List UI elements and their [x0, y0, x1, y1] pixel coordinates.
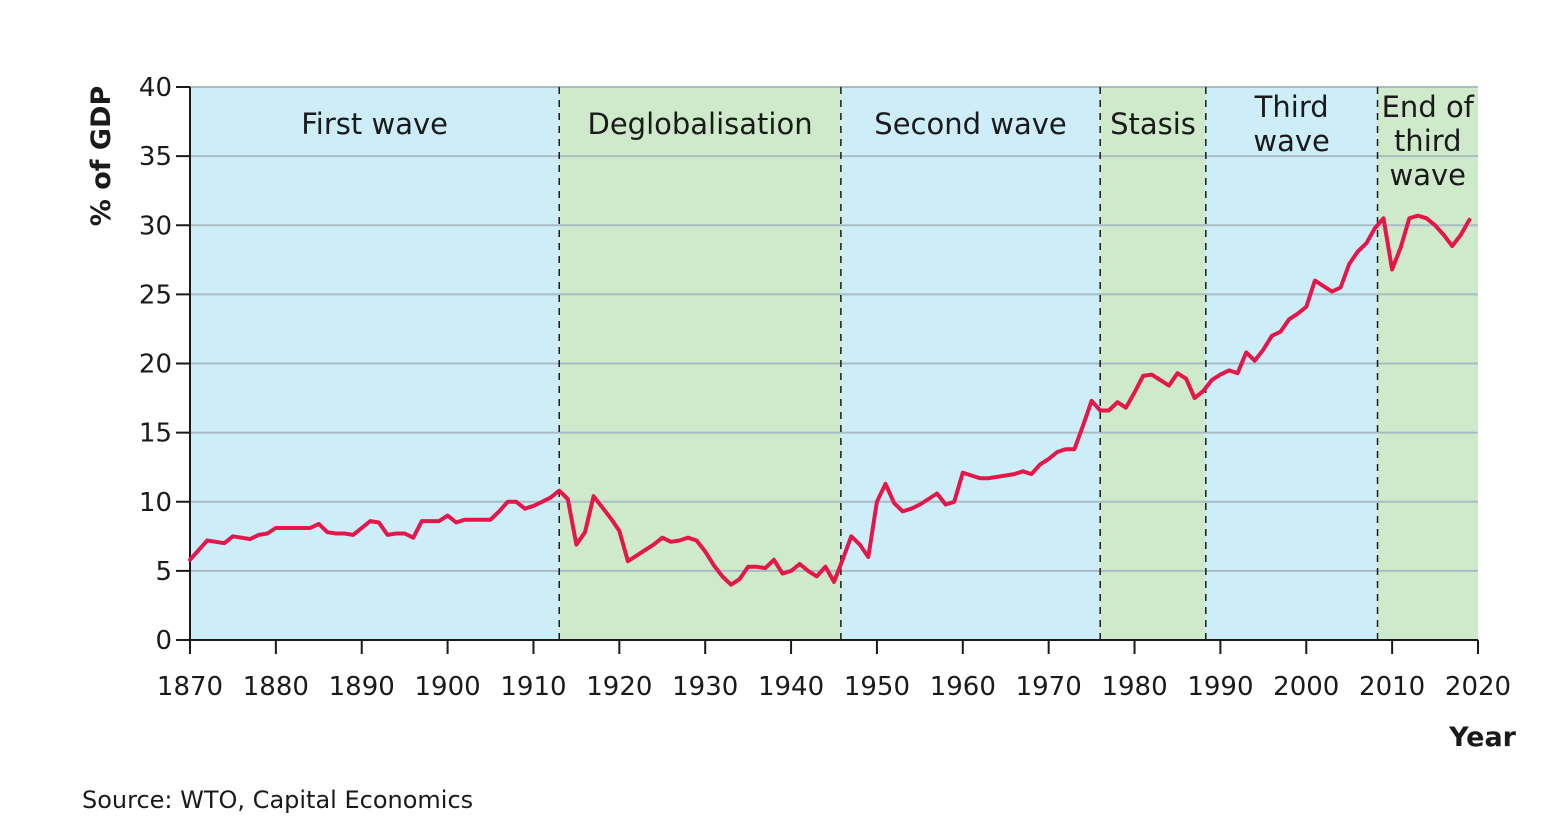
y-tick-label-3: 15: [139, 419, 172, 449]
x-tick-label-11: 1980: [1101, 672, 1167, 702]
era-label-2-0: Second wave: [874, 107, 1066, 141]
era-label-5-2: wave: [1390, 158, 1467, 192]
era-dividers: [558, 87, 1379, 640]
y-axis-title: % of GDP: [86, 86, 117, 227]
y-tick-label-7: 35: [139, 142, 172, 172]
series-line-0: [188, 213, 1472, 587]
era-label-5-0: End of: [1382, 90, 1475, 124]
y-tick-label-0: 0: [155, 626, 172, 656]
x-tick-label-5: 1920: [586, 672, 652, 702]
y-tick-labels: 0 5 10 15 20 25 30 35 40: [139, 73, 172, 656]
x-tick-label-14: 2010: [1359, 672, 1425, 702]
y-tick-label-2: 10: [139, 488, 172, 518]
x-tick-label-8: 1950: [844, 672, 910, 702]
axes: [176, 86, 1479, 654]
x-tick-label-3: 1900: [415, 672, 481, 702]
era-label-4-1: wave: [1253, 124, 1330, 158]
era-label-3-0: Stasis: [1110, 107, 1196, 141]
era-labels: First wave Deglobalisation Second wave Stas…: [301, 90, 1474, 192]
x-tick-label-15: 2020: [1445, 672, 1511, 702]
x-axis-title: Year: [1448, 722, 1517, 753]
x-tick-label-2: 1890: [329, 672, 395, 702]
x-tick-label-13: 2000: [1273, 672, 1339, 702]
x-tick-label-7: 1940: [758, 672, 824, 702]
x-tick-label-12: 1990: [1187, 672, 1253, 702]
x-tick-label-1: 1880: [243, 672, 309, 702]
y-tick-label-1: 5: [155, 557, 172, 587]
gridlines: [190, 86, 1478, 572]
y-tick-label-6: 30: [139, 211, 172, 241]
y-tick-label-5: 25: [139, 280, 172, 310]
era-label-1-0: Deglobalisation: [587, 107, 812, 141]
x-tick-label-9: 1960: [930, 672, 996, 702]
data-series: [188, 213, 1472, 587]
source-note: Source: WTO, Capital Economics: [82, 786, 474, 814]
x-tick-label-4: 1910: [500, 672, 566, 702]
era-label-5-1: third: [1394, 124, 1462, 158]
x-tick-label-10: 1970: [1016, 672, 1082, 702]
y-tick-label-8: 40: [139, 73, 172, 103]
x-tick-label-0: 1870: [157, 672, 223, 702]
y-tick-label-4: 20: [139, 350, 172, 380]
era-label-0-0: First wave: [301, 107, 448, 141]
x-tick-labels: 1870 1880 1890 1900 1910 1920 1930 1940 1950 1960…: [157, 672, 1511, 702]
era-label-4-0: Third: [1254, 90, 1329, 124]
x-tick-label-6: 1930: [672, 672, 738, 702]
